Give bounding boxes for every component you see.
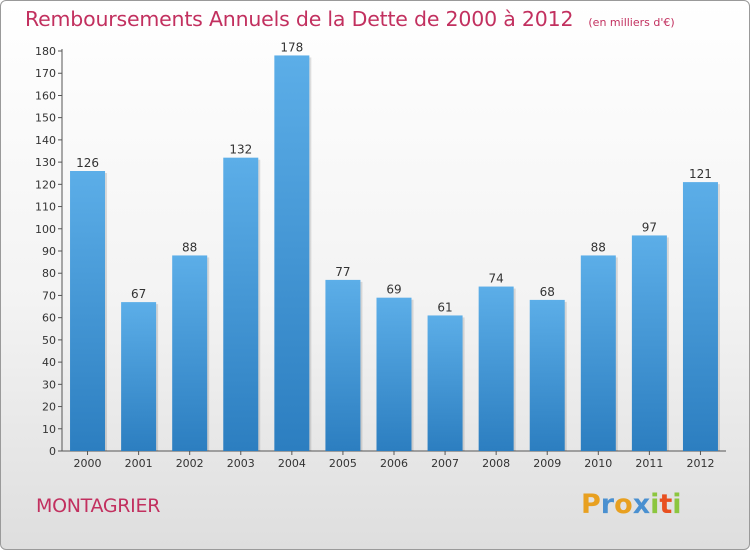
y-tick-label: 110 <box>35 201 56 214</box>
chart-bars <box>70 55 720 451</box>
bar <box>631 235 667 451</box>
y-tick-label: 50 <box>42 334 56 347</box>
data-label: 88 <box>182 240 197 254</box>
title-row: Remboursements Annuels de la Dette de 20… <box>25 7 675 31</box>
y-tick-label: 150 <box>35 112 56 125</box>
x-tick-label: 2007 <box>431 457 459 470</box>
logo-letter: i <box>650 489 660 520</box>
place-name: MONTAGRIER <box>36 495 161 517</box>
y-tick-label: 120 <box>35 178 56 191</box>
chart-axes: 0 10 20 30 40 50 60 70 80 90 100 110 120 130 140 150 160… <box>35 45 726 458</box>
bar <box>223 157 259 451</box>
data-label: 69 <box>386 283 401 297</box>
x-tick-label: 2005 <box>329 457 357 470</box>
x-tick-label: 2012 <box>686 457 714 470</box>
y-tick-label: 130 <box>35 156 56 169</box>
y-tick-label: 80 <box>42 267 56 280</box>
chart-labels: 2000 126 2001 67 2002 88 2003 132 2004 178 2005 77 2… <box>74 40 715 470</box>
data-label: 178 <box>280 40 303 54</box>
x-tick-label: 2006 <box>380 457 408 470</box>
x-tick-label: 2001 <box>125 457 153 470</box>
chart-title: Remboursements Annuels de la Dette de 20… <box>25 7 574 31</box>
y-tick-label: 0 <box>49 445 56 458</box>
y-tick-label: 90 <box>42 245 56 258</box>
y-tick-label: 40 <box>42 356 56 369</box>
data-label: 88 <box>591 240 606 254</box>
y-tick-label: 60 <box>42 312 56 325</box>
bar <box>682 182 718 451</box>
y-tick-label: 20 <box>42 401 56 414</box>
logo-letter: r <box>600 489 615 520</box>
y-tick-label: 180 <box>35 45 56 58</box>
bar <box>121 302 157 451</box>
bar <box>274 55 310 451</box>
proxiti-logo: Proxiti <box>581 489 682 520</box>
x-tick-label: 2000 <box>74 457 102 470</box>
y-tick-label: 170 <box>35 67 56 80</box>
x-tick-label: 2011 <box>635 457 663 470</box>
bar <box>529 299 565 451</box>
data-label: 61 <box>437 300 452 314</box>
logo-letter: P <box>581 489 601 520</box>
data-label: 97 <box>642 220 657 234</box>
y-tick-label: 10 <box>42 423 56 436</box>
x-tick-label: 2010 <box>584 457 612 470</box>
logo-letter: o <box>614 489 633 520</box>
bar <box>580 255 616 451</box>
x-tick-label: 2003 <box>227 457 255 470</box>
logo-letter: i <box>672 489 682 520</box>
chart-unit: (en milliers d'€) <box>588 16 675 29</box>
bar <box>172 255 208 451</box>
data-label: 67 <box>131 287 146 301</box>
y-tick-label: 70 <box>42 289 56 302</box>
data-label: 126 <box>76 156 99 170</box>
y-tick-label: 100 <box>35 223 56 236</box>
data-label: 121 <box>689 167 712 181</box>
bar <box>427 315 463 451</box>
x-tick-label: 2002 <box>176 457 204 470</box>
x-tick-label: 2009 <box>533 457 561 470</box>
data-label: 132 <box>229 143 252 157</box>
data-label: 74 <box>489 272 504 286</box>
logo-letter: x <box>632 489 651 520</box>
data-label: 77 <box>335 265 350 279</box>
y-tick-label: 160 <box>35 89 56 102</box>
data-label: 68 <box>540 285 555 299</box>
x-tick-label: 2004 <box>278 457 306 470</box>
logo-letter: t <box>659 489 673 520</box>
x-tick-label: 2008 <box>482 457 510 470</box>
y-tick-label: 30 <box>42 378 56 391</box>
bar <box>478 286 514 451</box>
y-tick-label: 140 <box>35 134 56 147</box>
bar <box>325 279 361 451</box>
bar <box>376 297 412 451</box>
bar <box>70 171 106 451</box>
